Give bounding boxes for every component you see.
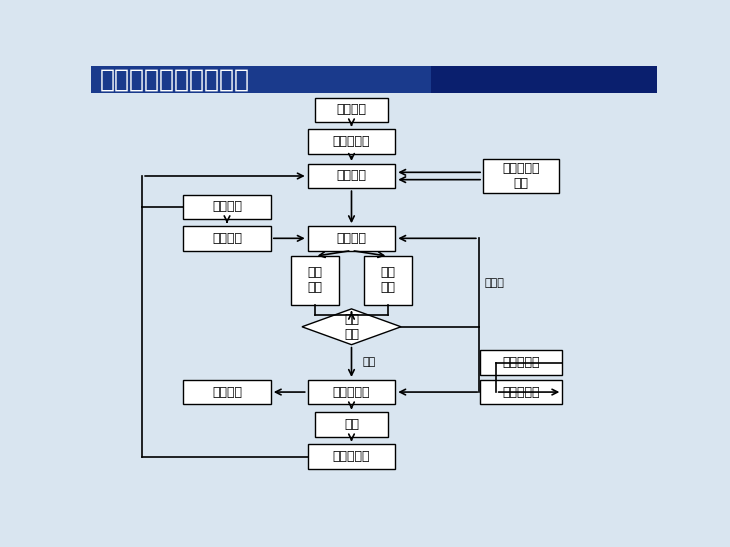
FancyBboxPatch shape	[307, 129, 396, 154]
Text: 防水板铺设: 防水板铺设	[333, 135, 370, 148]
Text: 拱墙衬砌施工工艺流程: 拱墙衬砌施工工艺流程	[100, 67, 250, 91]
FancyBboxPatch shape	[315, 98, 388, 122]
Text: 安止
水带: 安止 水带	[381, 266, 396, 294]
Text: 钢筋绑扎: 钢筋绑扎	[337, 170, 366, 183]
Text: 涂脱模剂: 涂脱模剂	[212, 232, 242, 245]
FancyBboxPatch shape	[315, 412, 388, 437]
Text: 不合格: 不合格	[485, 277, 504, 288]
FancyBboxPatch shape	[183, 226, 271, 251]
FancyBboxPatch shape	[291, 256, 339, 305]
FancyBboxPatch shape	[480, 351, 562, 375]
FancyBboxPatch shape	[307, 226, 396, 251]
FancyBboxPatch shape	[183, 195, 271, 219]
Text: 安注
浆管: 安注 浆管	[307, 266, 322, 294]
FancyBboxPatch shape	[307, 380, 396, 404]
Polygon shape	[302, 309, 401, 345]
Text: 隐蔽
检查: 隐蔽 检查	[344, 313, 359, 341]
Text: 合格: 合格	[363, 357, 376, 367]
FancyBboxPatch shape	[364, 256, 412, 305]
FancyBboxPatch shape	[183, 380, 271, 404]
FancyBboxPatch shape	[307, 444, 396, 469]
Text: 钢筋弯制及
运输: 钢筋弯制及 运输	[502, 162, 540, 190]
Text: 台车检修: 台车检修	[212, 200, 242, 213]
FancyBboxPatch shape	[480, 380, 562, 404]
FancyBboxPatch shape	[91, 66, 657, 93]
FancyBboxPatch shape	[431, 66, 657, 93]
Text: 输送泵就位: 输送泵就位	[502, 386, 540, 399]
Text: 施工准备: 施工准备	[337, 103, 366, 117]
Text: 脱模: 脱模	[344, 418, 359, 431]
Text: 台车就位: 台车就位	[337, 232, 366, 245]
Text: 灌筑混凝土: 灌筑混凝土	[333, 386, 370, 399]
Text: 制作试件: 制作试件	[212, 386, 242, 399]
FancyBboxPatch shape	[483, 159, 559, 193]
FancyBboxPatch shape	[307, 164, 396, 188]
Text: 混凝土养生: 混凝土养生	[333, 450, 370, 463]
Text: 混凝土运输: 混凝土运输	[502, 356, 540, 369]
